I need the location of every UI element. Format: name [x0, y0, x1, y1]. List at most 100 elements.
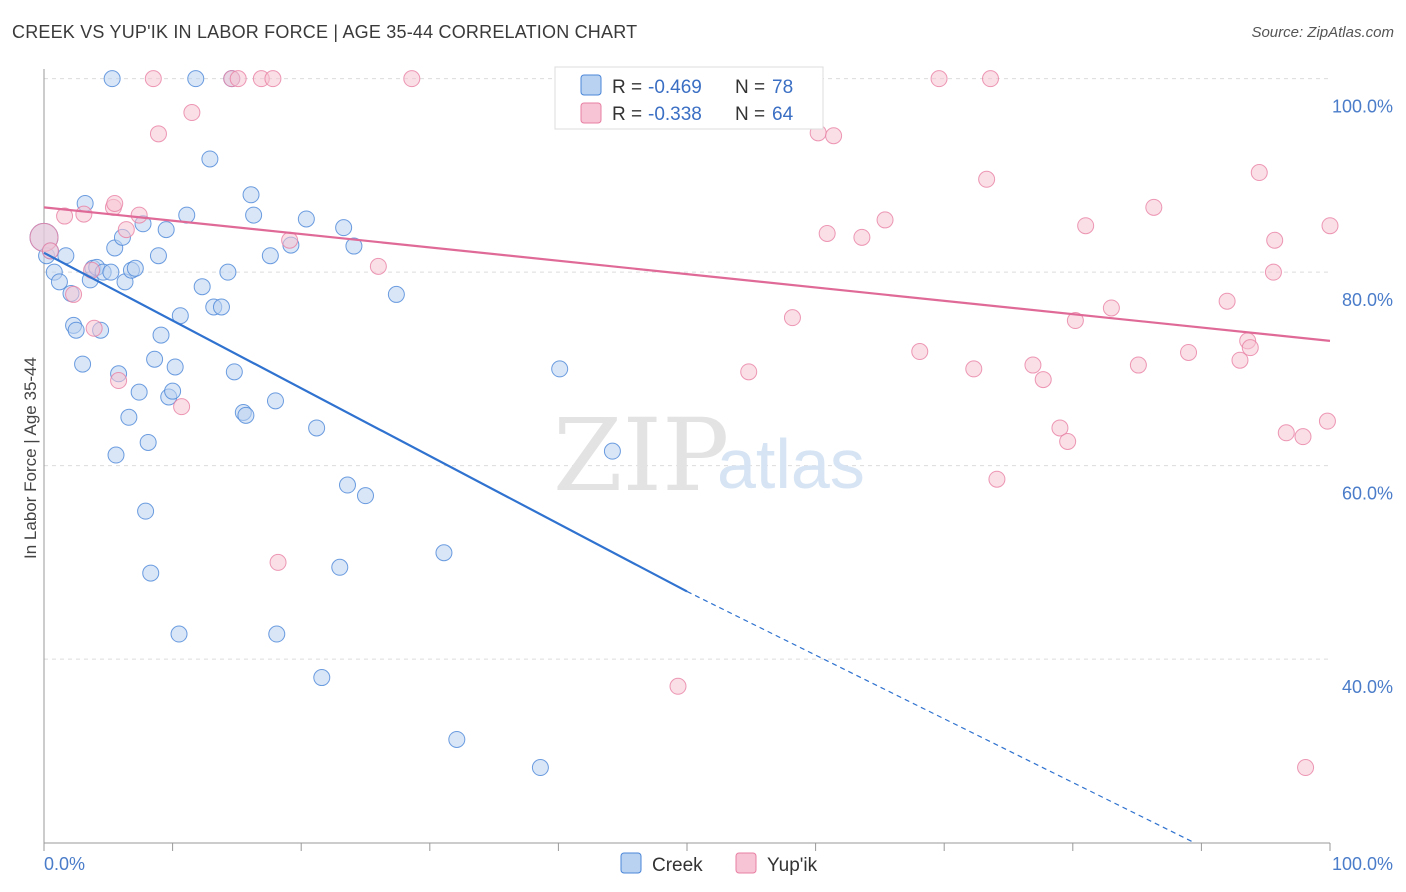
yupik-point-30 [853, 228, 871, 246]
yupik-point-4 [75, 205, 93, 223]
yupik-point-14 [173, 398, 191, 416]
yupik-point-47 [1180, 343, 1198, 361]
creek-n-label: N = [735, 77, 765, 98]
creek-point-51 [242, 186, 260, 204]
yupik-point-21 [281, 231, 299, 249]
creek-point-62 [338, 476, 356, 494]
yupik-point-59 [1321, 217, 1339, 235]
creek-point-64 [357, 487, 374, 505]
creek-point-45 [212, 298, 230, 316]
creek-point-55 [268, 625, 286, 643]
yupik-r-label: R = [612, 104, 642, 125]
creek-point-67 [448, 730, 466, 748]
legend-yupik-label: Yup'ik [767, 855, 818, 876]
yupik-point-41 [1059, 432, 1077, 450]
creek-point-43 [201, 150, 219, 168]
yupik-point-20 [269, 553, 287, 571]
creek-point-38 [170, 625, 188, 643]
yupik-point-19 [264, 70, 282, 88]
creek-point-66 [435, 544, 453, 562]
creek-point-46 [219, 263, 237, 281]
creek-r-label: R = [612, 77, 642, 98]
y-tick-label-3: 100.0% [1332, 97, 1393, 117]
yupik-point-26 [783, 309, 801, 327]
yupik-swatch [580, 102, 602, 124]
yupik-point-24 [669, 677, 687, 695]
yupik-point-34 [965, 360, 983, 378]
source-credit: Source: ZipAtlas.com [1251, 24, 1394, 41]
creek-point-26 [130, 383, 148, 401]
yupik-point-32 [911, 343, 929, 361]
y-tick-label-0: 40.0% [1342, 677, 1393, 697]
yupik-r-value: -0.338 [648, 104, 702, 125]
yupik-point-49 [1231, 351, 1249, 369]
yupik-point-52 [1250, 164, 1268, 182]
creek-r-value: -0.469 [648, 77, 702, 98]
legend-yupik-swatch [735, 852, 757, 874]
watermark-atlas: atlas [717, 425, 865, 503]
watermark-zip: ZIP [553, 397, 729, 514]
yupik-point-35 [978, 170, 996, 188]
yupik-point-45 [1129, 356, 1147, 374]
x-tick-labels: 0.0% 100.0% [44, 854, 1393, 874]
yupik-point-29 [825, 127, 843, 145]
axes [43, 69, 1331, 851]
y-tick-labels: 40.0% 60.0% 80.0% 100.0% [1332, 97, 1393, 697]
y-tick-label-1: 60.0% [1342, 484, 1393, 504]
yupik-trend-line [43, 206, 1331, 342]
yupik-point-33 [930, 70, 948, 88]
yupik-point-48 [1218, 292, 1236, 310]
creek-point-52 [245, 206, 263, 224]
x-tick-label-1: 100.0% [1332, 854, 1393, 874]
creek-point-31 [146, 350, 164, 368]
legend-creek-swatch [620, 852, 642, 874]
y-axis-label: In Labor Force | Age 35-44 [21, 357, 40, 559]
creek-point-23 [120, 408, 138, 426]
yupik-point-12 [144, 70, 162, 88]
yupik-point-6 [85, 319, 103, 337]
yupik-point-57 [1297, 759, 1315, 777]
yupik-point-40 [1051, 419, 1069, 437]
creek-trend-extension [686, 590, 1196, 844]
x-tick-label-0: 0.0% [44, 854, 85, 874]
creek-trend-line [43, 251, 688, 593]
yupik-point-10 [117, 221, 135, 239]
creek-point-25 [126, 259, 144, 277]
creek-point-68 [531, 759, 549, 777]
creek-point-32 [149, 247, 167, 265]
yupik-point-25 [740, 363, 758, 381]
creek-point-16 [102, 263, 120, 281]
creek-point-60 [331, 558, 349, 576]
bottom-legend: Creek Yup'ik [620, 852, 818, 876]
yupik-point-56 [1294, 428, 1312, 446]
creek-point-33 [152, 326, 170, 344]
yupik-point-36 [981, 70, 999, 88]
yupik-point-15 [183, 104, 201, 122]
yupik-point-31 [876, 211, 894, 229]
creek-point-61 [335, 219, 353, 237]
creek-point-54 [266, 392, 284, 410]
creek-point-9 [74, 355, 92, 373]
yupik-point-2 [56, 207, 74, 225]
stats-legend: R = -0.469 N = 78 R = -0.338 N = 64 [554, 66, 824, 130]
yupik-point-55 [1277, 424, 1295, 442]
yupik-point-51 [1241, 339, 1259, 357]
yupik-point-23 [403, 70, 421, 88]
creek-n-value: 78 [772, 77, 793, 98]
legend-creek-label: Creek [652, 855, 703, 876]
trend-lines [43, 206, 1331, 844]
creek-point-69 [551, 360, 569, 378]
creek-point-19 [107, 446, 125, 464]
data-points [29, 70, 1339, 777]
yupik-point-9 [110, 372, 128, 390]
creek-point-37 [166, 358, 184, 376]
yupik-point-44 [1102, 299, 1120, 317]
creek-point-53 [261, 247, 279, 265]
yupik-point-39 [1034, 371, 1052, 389]
creek-point-50 [237, 406, 255, 424]
creek-point-8 [67, 321, 85, 339]
yupik-n-value: 64 [772, 104, 794, 125]
creek-point-58 [308, 419, 326, 437]
creek-point-41 [187, 70, 205, 88]
